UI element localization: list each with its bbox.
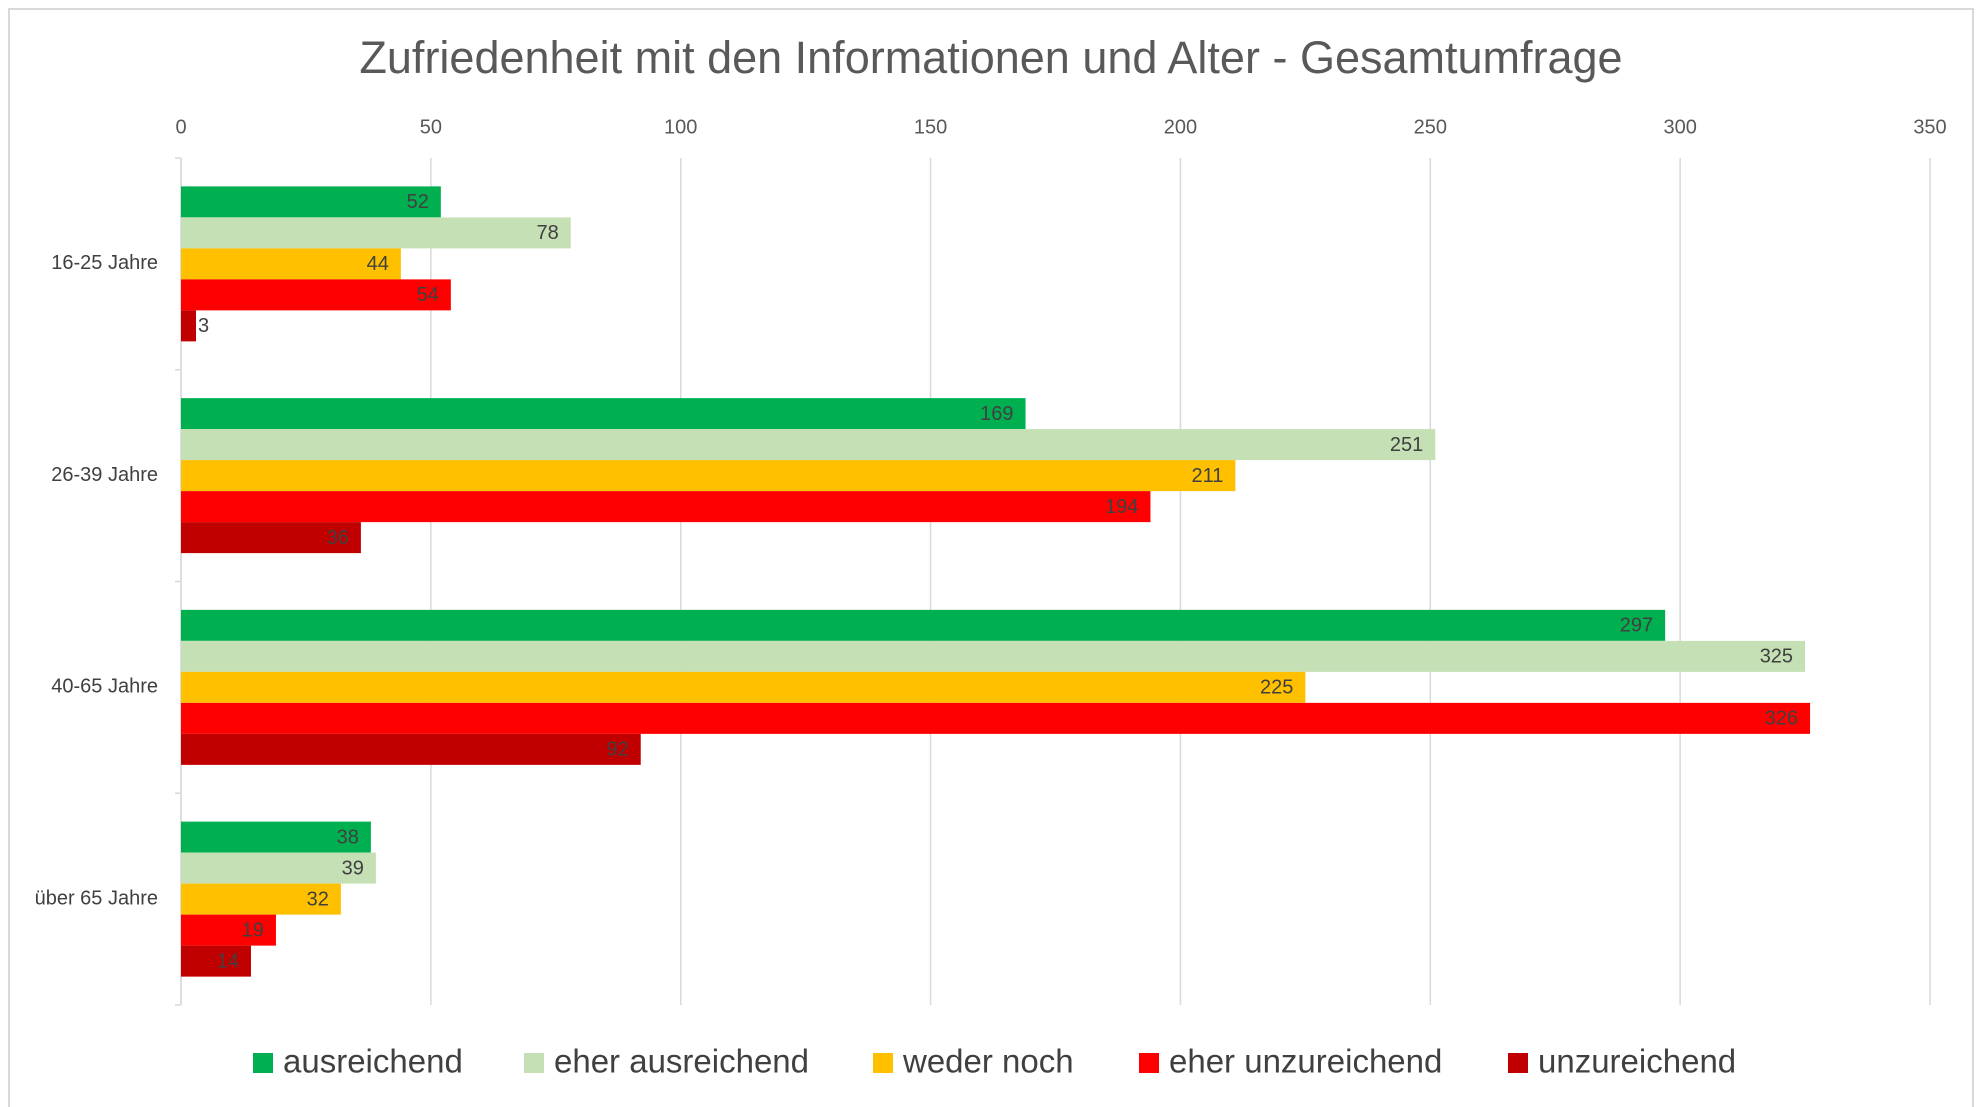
- bar: [181, 914, 276, 946]
- bar: [181, 491, 1151, 523]
- bar: [181, 702, 1811, 734]
- bar: [181, 248, 401, 280]
- data-label: 194: [1105, 496, 1138, 518]
- bar: [181, 852, 376, 884]
- bar: [181, 310, 196, 342]
- x-tick-label: 300: [1663, 116, 1696, 138]
- data-label: 211: [1192, 465, 1224, 487]
- data-label: 14: [217, 950, 239, 972]
- bar: [181, 186, 441, 218]
- legend-swatch: [253, 1053, 273, 1073]
- legend-label: eher ausreichend: [554, 1043, 809, 1080]
- y-tick-label: 26-39 Jahre: [51, 464, 158, 486]
- data-label: 36: [327, 527, 349, 549]
- data-label: 52: [407, 191, 429, 213]
- bar: [181, 522, 361, 554]
- legend-swatch: [1139, 1053, 1159, 1073]
- legend-label: ausreichend: [283, 1043, 463, 1080]
- bar: [181, 733, 641, 765]
- legend-swatch: [524, 1053, 544, 1073]
- legend-label: unzureichend: [1538, 1043, 1736, 1080]
- bar: [181, 821, 371, 853]
- bar: [181, 279, 451, 311]
- data-label: 3: [198, 315, 209, 337]
- data-label: 297: [1620, 615, 1653, 637]
- bar: [181, 217, 571, 249]
- data-label: 19: [242, 919, 264, 941]
- data-label: 78: [537, 222, 559, 244]
- data-label: 169: [980, 403, 1013, 425]
- bar: [181, 671, 1306, 703]
- bar: [181, 640, 1806, 672]
- x-tick-label: 50: [420, 116, 442, 138]
- legend-swatch: [873, 1053, 893, 1073]
- bar: [181, 460, 1236, 492]
- legend-label: eher unzureichend: [1169, 1043, 1442, 1080]
- x-tick-label: 350: [1913, 116, 1946, 138]
- bar: [181, 883, 341, 915]
- x-tick-label: 150: [914, 116, 947, 138]
- x-tick-label: 0: [175, 116, 186, 138]
- y-tick-label: 40-65 Jahre: [51, 676, 158, 698]
- data-label: 251: [1390, 434, 1423, 456]
- data-label: 326: [1765, 708, 1798, 730]
- data-label: 38: [337, 826, 359, 848]
- data-label: 92: [606, 739, 628, 761]
- y-tick-label: 16-25 Jahre: [51, 252, 158, 274]
- data-label: 39: [342, 857, 364, 879]
- data-label: 54: [417, 284, 439, 306]
- data-label: 225: [1260, 677, 1293, 699]
- bar: [181, 398, 1026, 430]
- bar: [181, 429, 1436, 461]
- chart-frame: [8, 8, 1974, 1107]
- data-label: 44: [367, 253, 389, 275]
- chart-title: Zufriedenheit mit den Informationen und …: [359, 32, 1622, 83]
- bar: [181, 609, 1666, 641]
- x-tick-label: 250: [1414, 116, 1447, 138]
- x-tick-label: 200: [1164, 116, 1197, 138]
- legend-swatch: [1508, 1053, 1528, 1073]
- legend-label: weder noch: [902, 1043, 1074, 1080]
- x-tick-label: 100: [664, 116, 697, 138]
- data-label: 325: [1760, 646, 1793, 668]
- y-tick-label: über 65 Jahre: [35, 887, 158, 909]
- data-label: 32: [307, 888, 329, 910]
- bar: [181, 945, 251, 977]
